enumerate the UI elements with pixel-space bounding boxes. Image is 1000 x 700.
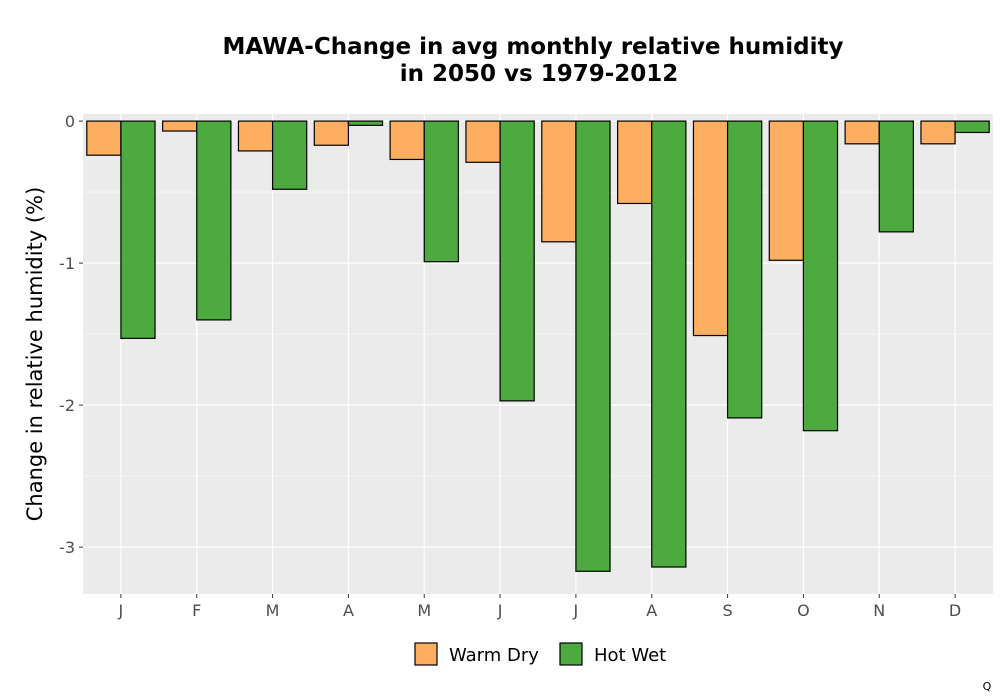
plot-background — [83, 114, 993, 594]
bar-hot-wet — [575, 120, 611, 572]
x-tick-label: A — [646, 601, 657, 620]
bar-warm-dry — [86, 120, 122, 156]
legend-label: Hot Wet — [594, 645, 666, 666]
y-tick-label: -2 — [59, 396, 75, 415]
legend-swatch-hot-wet — [559, 642, 583, 666]
y-tick-label: -3 — [59, 538, 75, 557]
bar-hot-wet — [954, 120, 990, 134]
bar-warm-dry — [844, 120, 880, 145]
x-tick-label: D — [949, 601, 961, 620]
y-axis-label: Change in relative humidity (%) — [23, 187, 47, 522]
x-tick-label: O — [797, 601, 810, 620]
y-tick-label: 0 — [65, 112, 75, 131]
bar-hot-wet — [347, 120, 384, 126]
bar-warm-dry — [617, 120, 653, 205]
bar-hot-wet — [196, 120, 232, 321]
x-tick-label: N — [873, 601, 885, 620]
y-tick-label: -1 — [59, 254, 75, 273]
chart-title-line-1: MAWA-Change in avg monthly relative humi… — [223, 34, 844, 60]
bar-hot-wet — [878, 120, 914, 233]
bar-warm-dry — [541, 120, 577, 243]
bar-warm-dry — [768, 120, 805, 261]
footnote: Q — [983, 680, 992, 693]
x-tick-label: J — [573, 601, 579, 620]
legend-swatch-warm-dry — [414, 642, 438, 666]
chart-title-line-2: in 2050 vs 1979-2012 — [400, 61, 679, 87]
x-tick-label: F — [192, 601, 201, 620]
bar-hot-wet — [271, 120, 308, 190]
axes-group: 0 -1 -2 -3 J F M A M J J A S O N D — [59, 112, 961, 620]
bar-warm-dry — [389, 120, 425, 161]
bar-warm-dry — [692, 120, 729, 337]
x-tick-label: A — [343, 601, 354, 620]
bar-hot-wet — [726, 120, 763, 419]
x-tick-label: S — [723, 601, 733, 620]
bar-warm-dry — [920, 120, 956, 145]
x-tick-label: M — [417, 601, 431, 620]
x-tick-label: J — [118, 601, 124, 620]
x-tick-label: M — [266, 601, 280, 620]
bar-warm-dry — [313, 120, 350, 146]
bar-warm-dry — [465, 120, 501, 163]
bar-hot-wet — [423, 120, 459, 263]
bar-warm-dry — [162, 120, 198, 132]
legend-label: Warm Dry — [449, 645, 539, 666]
legend: Warm Dry Hot Wet — [414, 642, 666, 666]
bars-group — [86, 120, 990, 572]
bar-hot-wet — [802, 120, 839, 432]
bar-hot-wet — [651, 120, 687, 568]
plot-panel — [83, 114, 993, 594]
x-tick-label: J — [497, 601, 503, 620]
bar-warm-dry — [237, 120, 274, 152]
bar-hot-wet — [499, 120, 535, 402]
bar-hot-wet — [120, 120, 156, 339]
